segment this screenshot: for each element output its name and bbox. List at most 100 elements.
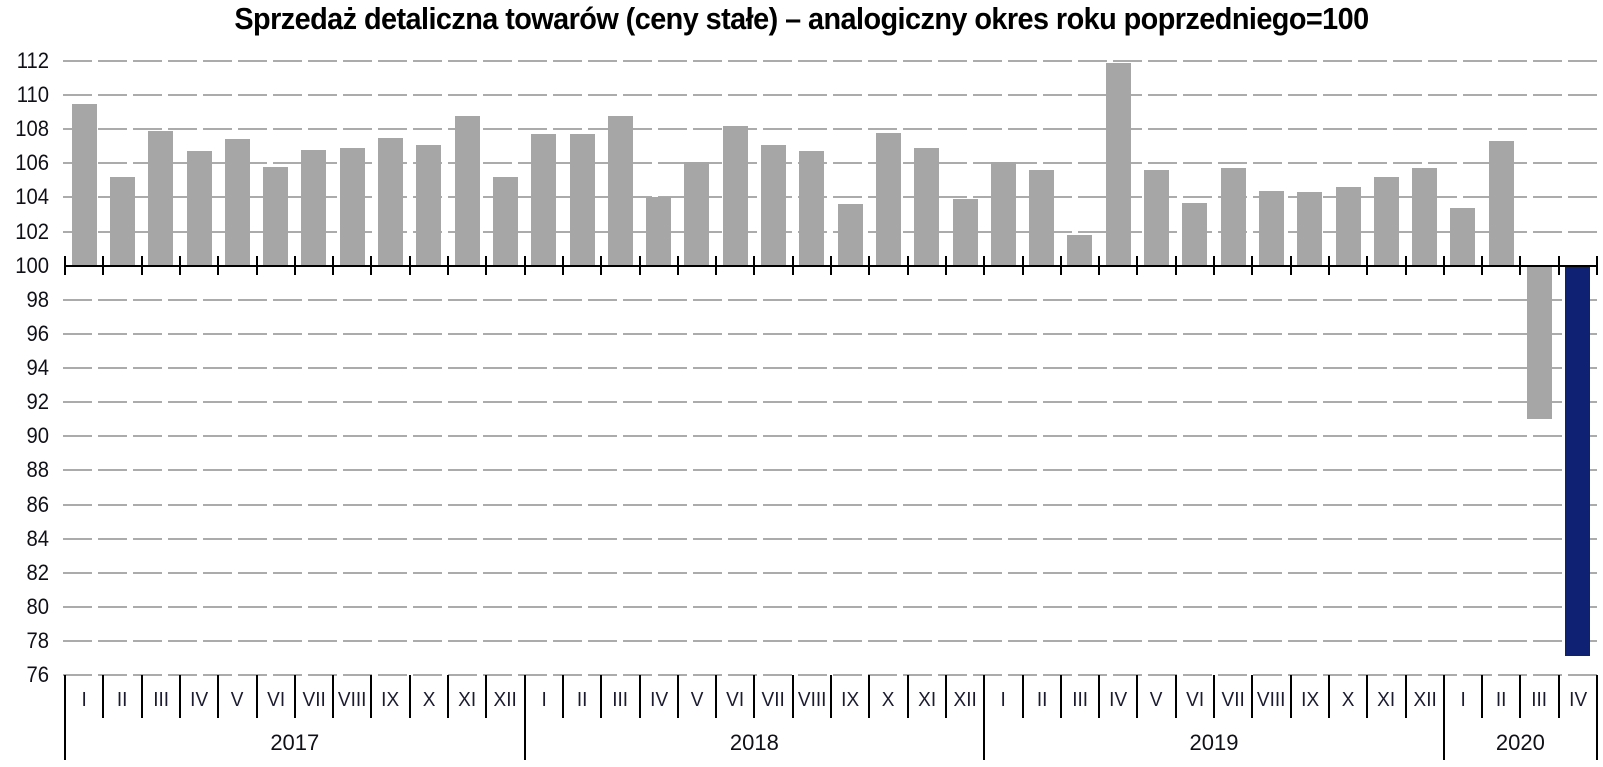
- month-separator: [1404, 675, 1407, 719]
- month-separator: [255, 675, 258, 719]
- bar-2017-V: [224, 139, 250, 266]
- y-tick-label-78: 78: [26, 628, 49, 654]
- x-label-2019-III: III: [1072, 689, 1088, 711]
- month-separator: [868, 675, 871, 719]
- bar-2018-XII: [952, 199, 978, 266]
- bar-2017-VIII: [339, 148, 365, 266]
- month-separator: [1481, 675, 1484, 719]
- x-label-2017-I: I: [81, 689, 87, 711]
- bar-2017-XI: [454, 115, 480, 266]
- x-label-2020-IV: IV: [1568, 689, 1587, 711]
- bar-2017-IX: [378, 137, 404, 266]
- y-tick-label-88: 88: [26, 457, 49, 483]
- baseline-tick: [293, 255, 296, 275]
- bar-2019-XII: [1412, 168, 1438, 266]
- y-tick-label-102: 102: [15, 218, 49, 244]
- month-separator: [140, 675, 143, 719]
- baseline-tick: [1557, 255, 1560, 275]
- baseline-tick: [1519, 255, 1522, 275]
- baseline-tick: [523, 255, 526, 275]
- y-tick-label-82: 82: [26, 559, 49, 585]
- baseline-tick: [1213, 255, 1215, 275]
- gridline-82: [63, 571, 1597, 574]
- bar-2020-II: [1488, 141, 1514, 266]
- x-label-2019-IX: IX: [1300, 689, 1319, 711]
- month-separator: [791, 675, 794, 719]
- gridline-96: [63, 332, 1597, 335]
- month-separator: [178, 675, 181, 719]
- gridline-88: [63, 469, 1597, 472]
- bar-2017-XII: [492, 177, 518, 266]
- month-separator: [944, 675, 947, 719]
- gridline-80: [63, 605, 1597, 608]
- x-label-2018-VIII: VIII: [797, 689, 827, 711]
- bar-2017-I: [71, 103, 97, 266]
- month-separator: [1021, 675, 1024, 719]
- x-label-2018-XII: XII: [953, 689, 977, 711]
- bar-2018-XI: [914, 148, 940, 266]
- x-label-2017-XI: XI: [458, 689, 477, 711]
- month-separator: [600, 675, 603, 719]
- x-label-2019-IV: IV: [1109, 689, 1128, 711]
- month-separator: [906, 675, 909, 719]
- month-separator: [1327, 675, 1330, 719]
- year-boundary-line: [523, 675, 526, 761]
- baseline-tick: [140, 255, 143, 275]
- month-separator: [293, 675, 296, 719]
- year-boundary-line: [1596, 675, 1598, 761]
- x-label-2018-IX: IX: [841, 689, 860, 711]
- bar-2019-IX: [1297, 192, 1323, 266]
- bar-2018-VIII: [799, 151, 825, 266]
- bar-2020-I: [1450, 207, 1476, 266]
- gridline-112: [63, 60, 1597, 62]
- baseline-tick: [102, 255, 105, 275]
- month-separator: [217, 675, 220, 719]
- month-separator: [1174, 675, 1177, 719]
- x-label-2019-II: II: [1036, 689, 1047, 711]
- month-separator: [1251, 675, 1254, 719]
- bar-2019-III: [1067, 235, 1093, 266]
- month-separator: [638, 675, 641, 719]
- baseline-tick: [1059, 255, 1062, 275]
- baseline-tick: [1327, 255, 1330, 275]
- y-tick-label-106: 106: [15, 150, 49, 176]
- bar-2019-I: [990, 161, 1016, 266]
- baseline-tick: [217, 255, 220, 275]
- y-tick-label-110: 110: [16, 82, 49, 108]
- baseline-tick: [1098, 255, 1101, 275]
- month-separator: [1366, 675, 1369, 719]
- bar-2019-VII: [1220, 168, 1246, 266]
- bar-2018-IV: [646, 197, 672, 266]
- baseline-tick: [255, 255, 258, 275]
- baseline-tick: [791, 255, 794, 275]
- baseline-tick: [485, 255, 488, 275]
- x-label-2017-IV: IV: [190, 689, 209, 711]
- gridline-92: [63, 401, 1597, 404]
- x-label-2017-V: V: [230, 689, 244, 711]
- baseline-tick: [868, 255, 871, 275]
- baseline-tick: [1596, 255, 1598, 275]
- y-tick-label-104: 104: [15, 184, 49, 210]
- baseline-tick: [1442, 255, 1445, 275]
- bar-2020-III: [1527, 265, 1553, 420]
- year-label-2020: 2020: [1495, 730, 1545, 755]
- month-separator: [102, 675, 105, 719]
- year-label-2017: 2017: [270, 730, 320, 755]
- x-label-2017-VII: VII: [302, 689, 326, 711]
- bar-2018-VII: [761, 144, 787, 266]
- bar-2019-II: [1029, 170, 1055, 266]
- y-tick-label-80: 80: [26, 593, 49, 619]
- baseline-tick: [1174, 255, 1177, 275]
- gridline-110: [63, 94, 1597, 97]
- bar-2018-III: [607, 115, 633, 266]
- baseline-tick: [1021, 255, 1024, 275]
- gridline-78: [63, 640, 1597, 643]
- baseline-tick: [178, 255, 181, 275]
- month-separator: [1557, 675, 1560, 719]
- year-boundary-line: [983, 675, 986, 761]
- month-separator: [332, 675, 335, 719]
- x-label-2019-VI: VI: [1185, 689, 1204, 711]
- baseline-tick: [64, 255, 66, 275]
- x-label-2017-VI: VI: [266, 689, 285, 711]
